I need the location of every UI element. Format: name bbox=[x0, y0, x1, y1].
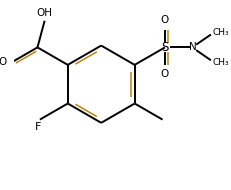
Text: F: F bbox=[35, 122, 41, 132]
Text: N: N bbox=[189, 42, 196, 52]
Text: O: O bbox=[161, 15, 169, 25]
Text: CH₃: CH₃ bbox=[213, 28, 229, 37]
Text: S: S bbox=[161, 41, 169, 54]
Text: OH: OH bbox=[37, 8, 53, 18]
Text: CH₃: CH₃ bbox=[213, 58, 229, 67]
Text: O: O bbox=[0, 57, 6, 67]
Text: O: O bbox=[161, 70, 169, 79]
